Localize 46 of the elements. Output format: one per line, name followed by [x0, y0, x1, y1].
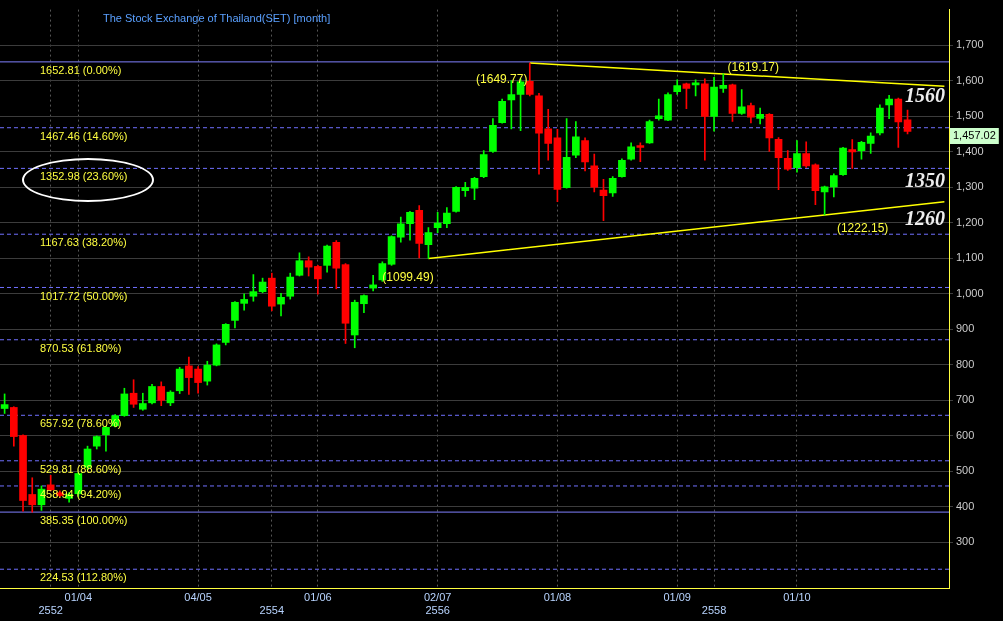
annotation: (1222.15) [836, 221, 889, 236]
x-tick-label: 01/09 [663, 591, 691, 604]
y-tick-label: 500 [956, 464, 975, 477]
ref-line-label: 529.81 (88.60%) [40, 462, 122, 475]
annotation: (1099.49) [382, 270, 434, 285]
x-tick-label: 02/07 2556 [423, 591, 452, 617]
y-tick-label: 1,300 [956, 180, 984, 193]
annotation: 1260 [905, 207, 945, 230]
ref-line-label: 1467.46 (14.60%) [40, 129, 128, 142]
y-tick-label: 900 [956, 322, 975, 335]
ref-line-label: 385.35 (100.00%) [40, 514, 128, 527]
annotation: (1619.17) [727, 60, 779, 75]
x-tick-label: 2552 [38, 604, 63, 617]
candlestick [848, 139, 857, 169]
y-tick-label: 1,500 [956, 109, 984, 122]
ref-line-label: 1352.98 (23.60%) [40, 170, 128, 183]
y-tick-label: 1,400 [956, 144, 984, 157]
ref-line-label: 1017.72 (50.00%) [40, 289, 128, 302]
candlestick [737, 89, 746, 115]
ref-line-label: 224.53 (112.80%) [40, 571, 127, 584]
chart-title: The Stock Exchange of Thailand(SET) [month] [103, 11, 331, 24]
y-tick-label: 700 [956, 393, 975, 406]
ref-line-label: 1167.63 (38.20%) [40, 236, 127, 249]
annotation: 1350 [905, 169, 945, 192]
annotation: 1560 [905, 84, 945, 107]
x-tick-label: 04/05 [184, 591, 212, 604]
y-tick-label: 300 [956, 535, 975, 548]
y-tick-label: 1,000 [956, 286, 984, 299]
ref-line-label: 1652.81 (0.00%) [40, 63, 122, 76]
x-tick-label: 01/04 [64, 591, 93, 604]
y-tick-label: 1,200 [956, 215, 984, 228]
annotation: (1649.77) [476, 72, 528, 87]
x-tick-label: 01/08 [543, 591, 572, 604]
x-tick-label: 2558 [701, 604, 727, 617]
candlestick [885, 94, 893, 119]
y-tick-label: 400 [956, 499, 975, 512]
y-tick-label: 1,600 [956, 73, 984, 86]
x-tick-label: 01/06 [304, 591, 332, 604]
ref-line-label: 870.53 (61.80%) [40, 341, 122, 354]
y-tick-label: 800 [956, 357, 975, 370]
y-tick-label: 1,700 [956, 38, 984, 51]
x-tick-label: 2554 [259, 604, 285, 617]
y-tick-label: 600 [956, 428, 975, 441]
y-tick-label: 1,100 [956, 251, 984, 264]
x-tick-label: 01/10 [783, 591, 811, 604]
text: 1,457.02 [953, 129, 996, 142]
